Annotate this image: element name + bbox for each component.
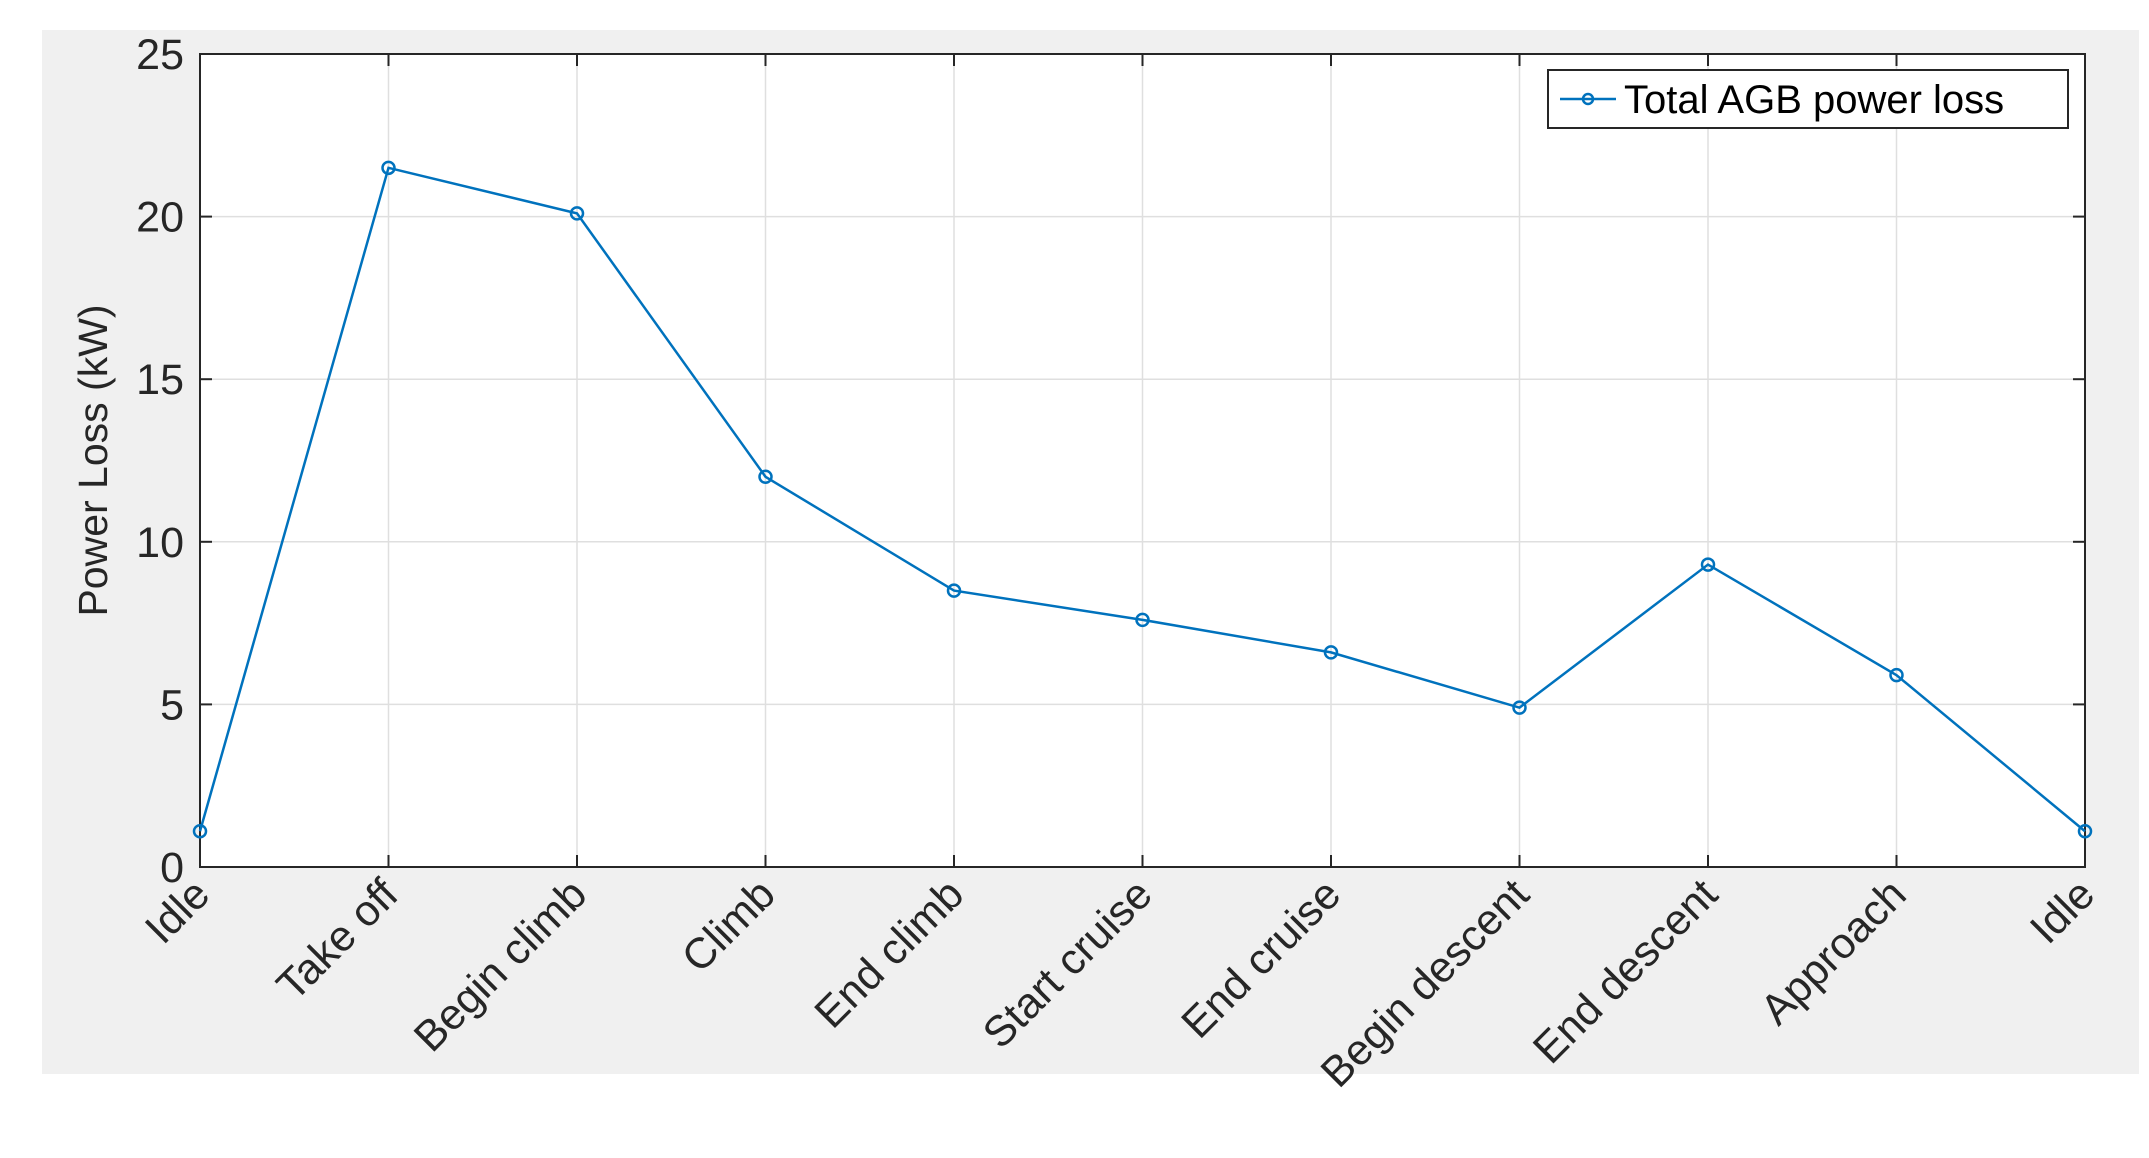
x-tick-label: Climb <box>673 870 785 982</box>
data-point <box>2077 823 2093 839</box>
grid-lines <box>200 54 2085 867</box>
y-axis-title: Power Loss (kW) <box>70 304 116 616</box>
legend: Total AGB power loss <box>1547 69 2069 129</box>
x-tick-label: End descent <box>1524 870 1727 1073</box>
y-tick-label: 15 <box>136 356 184 404</box>
data-point <box>758 469 773 485</box>
x-tick-label: End climb <box>806 870 973 1037</box>
legend-label: Total AGB power loss <box>1624 78 2004 122</box>
data-point <box>1889 667 1904 683</box>
data-point <box>1135 612 1150 628</box>
data-point <box>1512 700 1527 715</box>
y-tick-label: 10 <box>136 519 184 567</box>
data-point <box>192 823 208 839</box>
series-lines <box>192 160 2093 839</box>
legend-marker <box>1581 92 1595 106</box>
data-point <box>946 583 962 598</box>
data-point <box>381 160 396 176</box>
y-tick-label: 5 <box>160 681 184 729</box>
x-tick-label: Idle <box>136 870 219 953</box>
y-tick-labels: 0 5 10 15 20 25 <box>136 31 184 892</box>
data-point <box>1323 645 1339 660</box>
data-point <box>1700 557 1716 572</box>
axis-ticks <box>199 53 2086 868</box>
x-tick-label: Approach <box>1751 870 1915 1034</box>
y-tick-label: 25 <box>136 31 184 79</box>
x-tick-label: Take off <box>268 869 409 1010</box>
legend-box <box>1547 69 2069 129</box>
x-tick-label: Start cruise <box>974 870 1162 1058</box>
y-tick-label: 0 <box>160 844 184 892</box>
x-tick-label: Idle <box>2021 870 2104 953</box>
data-point <box>569 206 585 221</box>
x-tick-label: End cruise <box>1172 870 1350 1048</box>
x-tick-label: Begin climb <box>405 870 596 1061</box>
series-line <box>198 166 2086 833</box>
y-tick-label: 20 <box>136 194 184 242</box>
